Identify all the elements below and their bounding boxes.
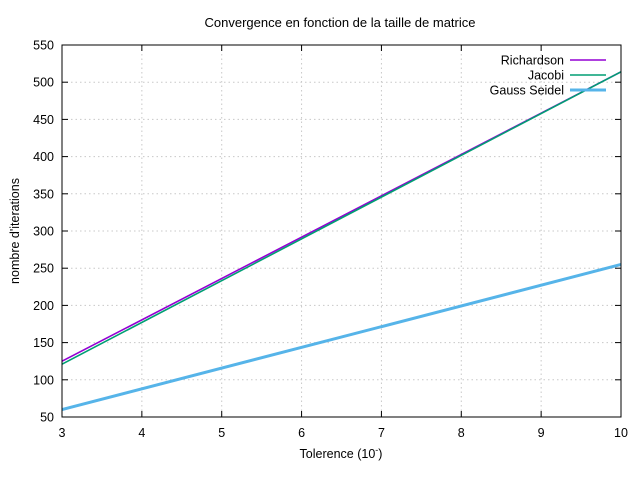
y-tick-label: 450: [33, 113, 54, 127]
x-tick-label: 7: [378, 426, 385, 440]
ticks: 50 100 150 200 250 300 350 400 450 500 550 3 4 5 6 7 8 9 1…: [33, 39, 628, 441]
y-tick-label: 100: [33, 373, 54, 387]
chart-title: Convergence en fonction de la taille de …: [205, 15, 476, 30]
legend-label-jacobi: Jacobi: [528, 69, 564, 83]
legend-label-gauss-seidel: Gauss Seidel: [490, 84, 564, 98]
x-tick-label: 8: [458, 426, 465, 440]
series-line-gauss-seidel: [61, 263, 622, 412]
y-tick-label: 250: [33, 262, 54, 276]
y-tick-label: 150: [33, 336, 54, 350]
x-tick-label: 5: [218, 426, 225, 440]
y-tick-label: 50: [40, 411, 54, 425]
grid: [62, 45, 621, 417]
y-axis-label: nombre d'iterations: [8, 178, 22, 284]
y-tick-label: 300: [33, 225, 54, 239]
x-tick-label: 9: [538, 426, 545, 440]
x-tick-label: 3: [59, 426, 66, 440]
x-axis-label: Tolerence (10-): [300, 445, 383, 461]
x-axis-label-main: Tolerence (10: [300, 447, 376, 461]
x-axis-label-sup: -: [375, 445, 378, 455]
x-tick-label: 6: [298, 426, 305, 440]
x-tick-label: 10: [614, 426, 628, 440]
y-tick-label: 200: [33, 299, 54, 313]
legend-label-richardson: Richardson: [501, 54, 564, 68]
series-layer: [61, 71, 622, 412]
y-tick-label: 550: [33, 39, 54, 53]
x-tick-label: 4: [138, 426, 145, 440]
x-axis-label-close: ): [378, 447, 382, 461]
y-tick-label: 500: [33, 76, 54, 90]
series-line-jacobi: [61, 71, 622, 365]
y-tick-label: 350: [33, 187, 54, 201]
y-tick-label: 400: [33, 150, 54, 164]
